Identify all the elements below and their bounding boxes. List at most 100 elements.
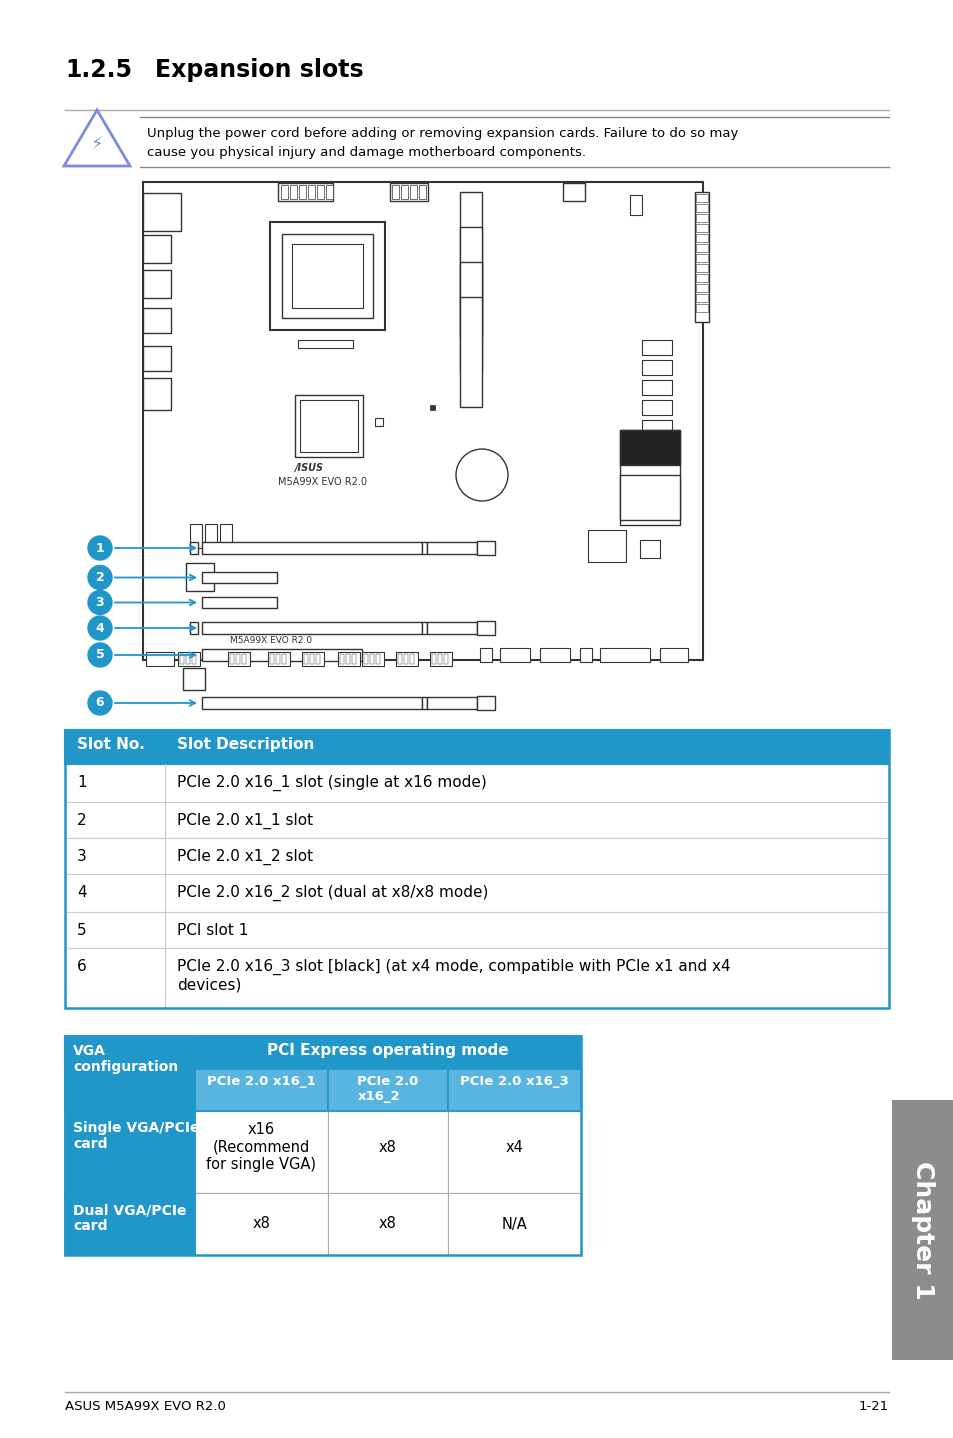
Bar <box>696 275 707 282</box>
Text: 5: 5 <box>77 923 87 938</box>
Text: Slot No.: Slot No. <box>77 738 145 752</box>
Bar <box>641 339 671 355</box>
Bar <box>361 651 384 666</box>
Bar <box>202 597 276 608</box>
Bar <box>65 731 888 764</box>
Text: 1.2.5: 1.2.5 <box>65 58 132 82</box>
Bar <box>696 214 707 221</box>
Bar <box>143 308 171 334</box>
Text: x8: x8 <box>378 1217 396 1231</box>
Polygon shape <box>64 109 130 165</box>
Bar <box>364 654 368 664</box>
Text: cause you physical injury and damage motherboard components.: cause you physical injury and damage mot… <box>147 147 585 160</box>
Bar <box>696 234 707 242</box>
Bar <box>297 339 353 348</box>
Bar <box>418 186 426 198</box>
Text: Chapter 1: Chapter 1 <box>910 1160 934 1300</box>
Bar <box>476 696 495 710</box>
Bar <box>437 654 441 664</box>
Circle shape <box>88 692 112 715</box>
Bar <box>448 1068 580 1112</box>
Bar <box>190 542 198 554</box>
Bar <box>392 186 398 198</box>
Bar <box>270 654 274 664</box>
Text: 4: 4 <box>77 884 87 900</box>
Bar <box>65 1035 580 1255</box>
Text: Dual VGA/PCIe
card: Dual VGA/PCIe card <box>73 1204 186 1234</box>
Text: 5: 5 <box>95 649 104 661</box>
Text: PCIe 2.0 x16_2 slot (dual at x8/x8 mode): PCIe 2.0 x16_2 slot (dual at x8/x8 mode) <box>177 884 488 902</box>
Bar <box>186 564 213 591</box>
Bar <box>579 649 592 661</box>
Bar <box>146 651 173 666</box>
Bar <box>562 183 584 201</box>
Bar <box>390 183 428 201</box>
Bar <box>659 649 687 661</box>
Bar <box>696 194 707 201</box>
Bar <box>328 1194 448 1255</box>
Bar <box>539 649 569 661</box>
Bar <box>696 283 707 292</box>
Bar <box>432 654 436 664</box>
Text: 3: 3 <box>77 848 87 864</box>
Bar <box>641 360 671 375</box>
Bar <box>202 697 421 709</box>
Bar <box>143 270 171 298</box>
Bar <box>270 221 385 329</box>
Bar <box>375 418 382 426</box>
Bar <box>183 669 205 690</box>
Text: 1: 1 <box>95 542 104 555</box>
Bar <box>641 400 671 416</box>
Bar <box>337 651 359 666</box>
Bar <box>143 234 171 263</box>
Bar <box>194 1194 328 1255</box>
Text: 6: 6 <box>77 959 87 974</box>
Text: x8: x8 <box>253 1217 270 1231</box>
Bar <box>696 204 707 211</box>
Bar <box>599 649 649 661</box>
Bar <box>235 654 240 664</box>
Bar <box>190 623 198 634</box>
Bar <box>298 186 306 198</box>
Bar <box>410 186 416 198</box>
Bar <box>695 193 708 322</box>
Bar <box>310 654 314 664</box>
Bar <box>65 912 888 948</box>
Bar <box>202 623 421 634</box>
Text: 6: 6 <box>95 696 104 709</box>
Text: x4: x4 <box>505 1139 523 1155</box>
Text: PCIe 2.0 x16_3: PCIe 2.0 x16_3 <box>459 1076 568 1089</box>
Bar <box>619 430 679 525</box>
Bar <box>315 654 319 664</box>
Bar <box>696 293 707 302</box>
Bar <box>375 654 379 664</box>
Bar <box>65 731 888 1008</box>
Text: ⚡: ⚡ <box>91 137 103 154</box>
Text: 1: 1 <box>77 775 87 789</box>
Bar <box>891 1100 953 1360</box>
Bar <box>443 654 448 664</box>
Text: PCIe 2.0 x1_2 slot: PCIe 2.0 x1_2 slot <box>177 848 313 866</box>
Bar <box>619 430 679 464</box>
Text: M5A99X EVO R2.0: M5A99X EVO R2.0 <box>277 477 367 487</box>
Bar <box>629 196 641 216</box>
Bar <box>639 541 659 558</box>
Text: VGA
configuration: VGA configuration <box>73 1044 178 1074</box>
Text: N/A: N/A <box>501 1217 527 1231</box>
Bar <box>499 649 530 661</box>
Bar <box>65 802 888 838</box>
Text: M5A99X EVO R2.0: M5A99X EVO R2.0 <box>230 636 312 646</box>
Bar <box>403 654 408 664</box>
Bar <box>421 623 427 634</box>
Text: 2: 2 <box>95 571 104 584</box>
Bar <box>143 193 181 232</box>
Bar <box>194 1112 328 1194</box>
Bar <box>328 1112 448 1194</box>
Bar <box>220 523 232 548</box>
Bar <box>194 1068 328 1112</box>
Bar <box>202 649 361 661</box>
Bar <box>459 262 481 372</box>
Bar <box>587 531 625 562</box>
Text: ASUS M5A99X EVO R2.0: ASUS M5A99X EVO R2.0 <box>65 1401 226 1414</box>
Text: Slot Description: Slot Description <box>177 738 314 752</box>
